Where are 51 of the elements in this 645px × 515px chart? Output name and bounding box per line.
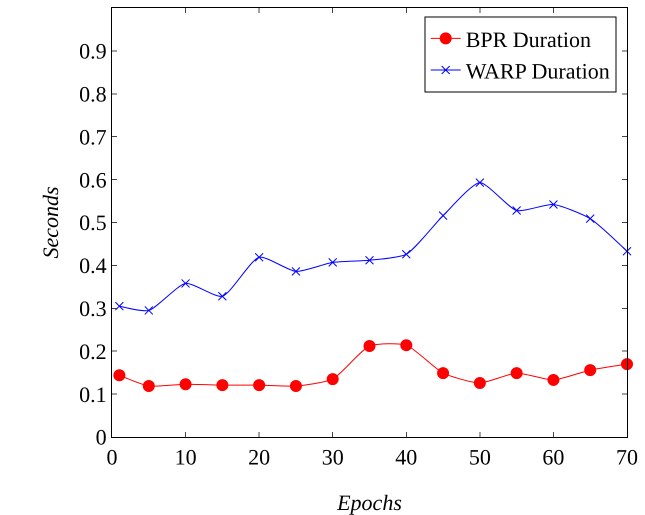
y-tick-label: 0.2 [79, 338, 107, 364]
point [254, 252, 264, 262]
y-tick-label: 0.5 [79, 210, 107, 236]
point [584, 364, 596, 376]
point [328, 258, 338, 267]
point [253, 379, 266, 392]
point [113, 369, 126, 382]
point [291, 266, 300, 276]
point [218, 292, 227, 301]
point [474, 376, 486, 389]
point [181, 278, 190, 288]
x-axis-title: Epochs [336, 490, 402, 515]
x-tick-label: 70 [616, 444, 638, 470]
y-tick-label: 0.9 [79, 38, 107, 64]
point [621, 358, 633, 370]
legend-label: WARP Duration [466, 58, 610, 84]
y-tick-label: 0.7 [79, 124, 107, 150]
legend-label: BPR Duration [466, 26, 591, 52]
y-tick-label: 0.6 [79, 167, 107, 192]
point [114, 302, 124, 311]
y-tick-label: 0.4 [79, 253, 107, 278]
point [438, 211, 448, 220]
point [437, 367, 450, 380]
point [142, 380, 155, 392]
x-tick-label: 40 [395, 444, 418, 470]
point [512, 206, 522, 215]
point [180, 378, 192, 390]
y-tick-label: 0 [96, 424, 107, 450]
point [400, 339, 412, 352]
point [547, 374, 560, 386]
y-tick-label: 0.8 [79, 82, 107, 106]
point [216, 379, 228, 392]
point [622, 246, 632, 256]
x-tick-label: 60 [542, 444, 564, 470]
point [510, 367, 523, 380]
y-tick-label: 0.1 [79, 382, 107, 407]
point [364, 340, 376, 352]
x-tick-label: 10 [174, 444, 197, 470]
point [548, 200, 558, 209]
x-tick-label: 30 [322, 444, 344, 470]
point [402, 250, 411, 259]
point [144, 306, 154, 315]
point [326, 373, 339, 386]
x-tick-label: 50 [468, 444, 491, 470]
y-axis-title: Seconds [38, 186, 63, 259]
x-tick-label: 20 [248, 444, 270, 470]
point [290, 380, 302, 392]
point [586, 214, 595, 224]
y-tick-label: 0.3 [79, 296, 107, 321]
point [475, 178, 484, 188]
point [365, 256, 374, 265]
